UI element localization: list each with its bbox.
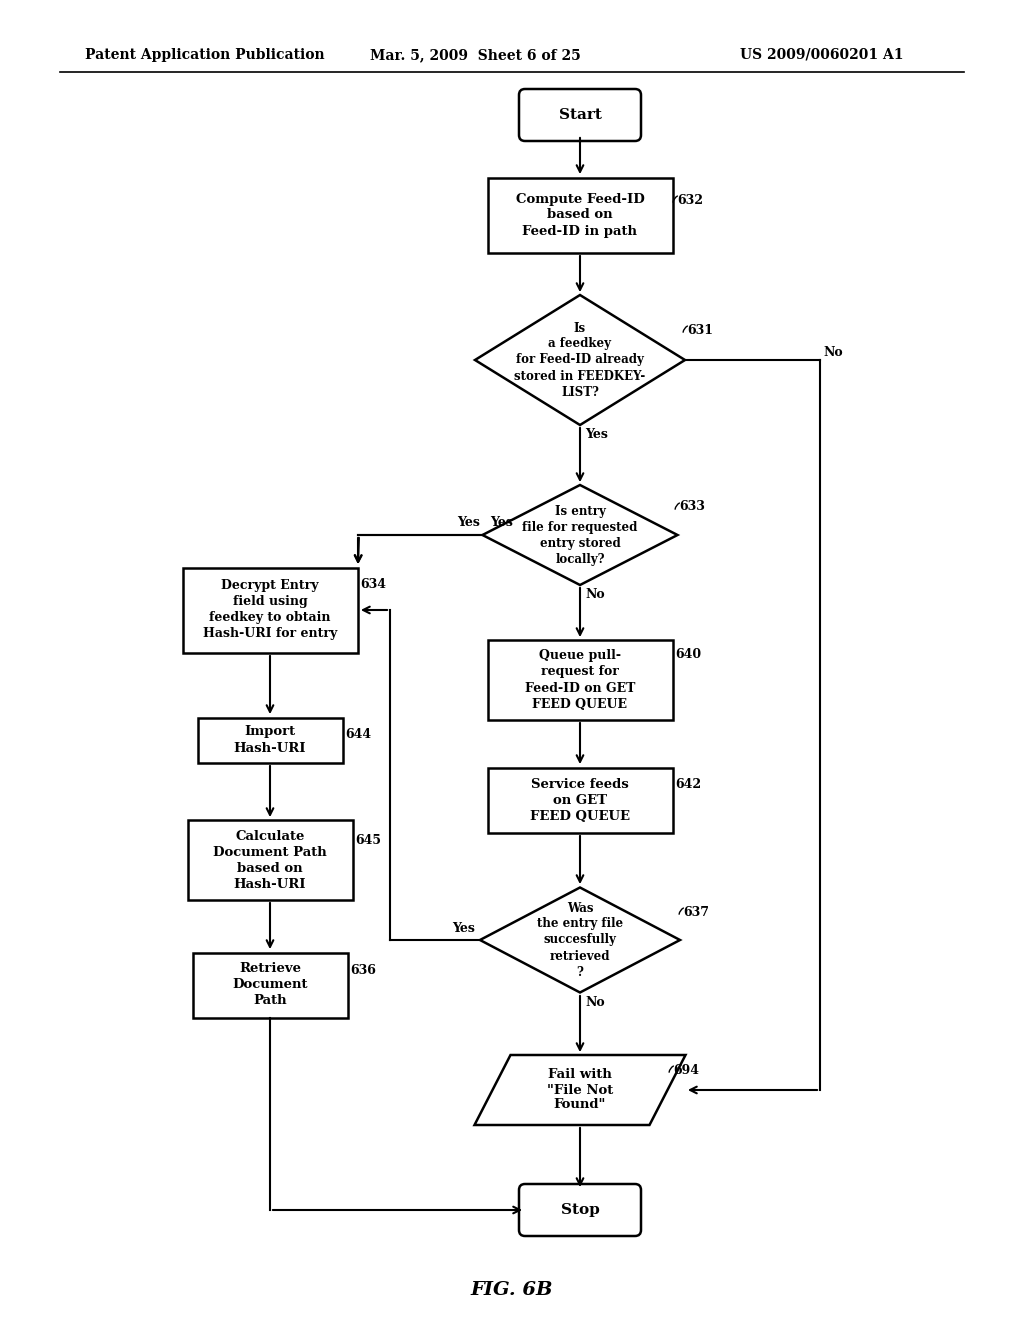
Polygon shape: [474, 1055, 685, 1125]
Bar: [187, 820, 352, 900]
Text: Patent Application Publication: Patent Application Publication: [85, 48, 325, 62]
Polygon shape: [482, 484, 678, 585]
FancyBboxPatch shape: [519, 1184, 641, 1236]
Text: 637: 637: [683, 906, 709, 919]
Polygon shape: [480, 887, 680, 993]
Text: 632: 632: [677, 194, 703, 206]
Bar: [182, 568, 357, 652]
Text: Calculate
Document Path
based on
Hash-URI: Calculate Document Path based on Hash-UR…: [213, 829, 327, 891]
Text: No: No: [823, 346, 843, 359]
Text: 636: 636: [350, 964, 376, 977]
Text: 642: 642: [675, 779, 701, 792]
Text: Retrieve
Document
Path: Retrieve Document Path: [232, 962, 308, 1007]
Bar: [198, 718, 342, 763]
Text: Yes: Yes: [453, 921, 475, 935]
Text: Decrypt Entry
field using
feedkey to obtain
Hash-URI for entry: Decrypt Entry field using feedkey to obt…: [203, 579, 337, 640]
FancyBboxPatch shape: [519, 88, 641, 141]
Text: Was
the entry file
succesfully
retrieved
?: Was the entry file succesfully retrieved…: [537, 902, 623, 978]
Bar: [487, 767, 673, 833]
Bar: [193, 953, 347, 1018]
Text: 631: 631: [687, 323, 713, 337]
Text: Compute Feed-ID
based on
Feed-ID in path: Compute Feed-ID based on Feed-ID in path: [516, 193, 644, 238]
Text: Yes: Yes: [490, 516, 513, 529]
Text: No: No: [585, 589, 604, 602]
Text: FIG. 6B: FIG. 6B: [471, 1280, 553, 1299]
Text: 640: 640: [675, 648, 701, 661]
Text: Queue pull-
request for
Feed-ID on GET
FEED QUEUE: Queue pull- request for Feed-ID on GET F…: [525, 649, 635, 710]
Text: Fail with
"File Not
Found": Fail with "File Not Found": [547, 1068, 613, 1111]
Text: US 2009/0060201 A1: US 2009/0060201 A1: [740, 48, 903, 62]
Text: 634: 634: [360, 578, 386, 591]
Text: Start: Start: [558, 108, 601, 121]
Bar: [487, 177, 673, 252]
Text: Service feeds
on GET
FEED QUEUE: Service feeds on GET FEED QUEUE: [530, 777, 630, 822]
Text: No: No: [585, 997, 604, 1010]
Text: 644: 644: [345, 729, 371, 742]
Polygon shape: [475, 294, 685, 425]
Text: Yes: Yes: [585, 429, 608, 441]
Text: 633: 633: [679, 500, 705, 513]
Text: Is entry
file for requested
entry stored
locally?: Is entry file for requested entry stored…: [522, 504, 638, 565]
Text: Mar. 5, 2009  Sheet 6 of 25: Mar. 5, 2009 Sheet 6 of 25: [370, 48, 581, 62]
Text: 645: 645: [355, 833, 381, 846]
Text: 694: 694: [673, 1064, 699, 1077]
Text: Yes: Yes: [457, 516, 480, 529]
Bar: [487, 640, 673, 719]
Text: Stop: Stop: [560, 1203, 599, 1217]
Text: Import
Hash-URI: Import Hash-URI: [233, 726, 306, 755]
Text: Is
a feedkey
for Feed-ID already
stored in FEEDKEY-
LIST?: Is a feedkey for Feed-ID already stored …: [514, 322, 645, 399]
